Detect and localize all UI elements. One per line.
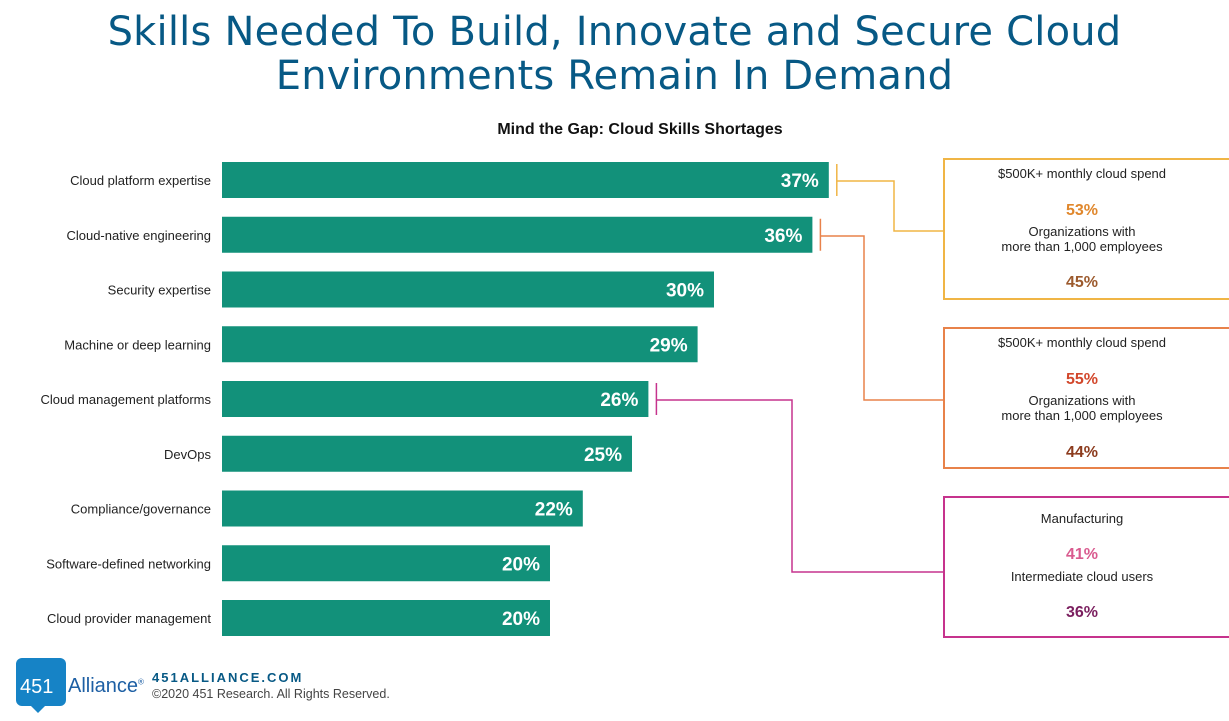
bar-8 [222, 600, 550, 636]
logo-word: Alliance® [68, 675, 144, 698]
callout-box-0 [943, 158, 1229, 300]
bar-0 [222, 162, 829, 198]
category-label-7: Software-defined networking [46, 556, 211, 571]
bar-value-label-2: 30% [666, 281, 704, 302]
category-label-2: Security expertise [108, 283, 211, 298]
callout-heading-0: $500K+ monthly cloud spend [998, 166, 1166, 181]
bar-value-label-8: 20% [502, 609, 540, 630]
callout-value1-1: 55% [1066, 371, 1098, 388]
callout-subheading-line2-1: more than 1,000 employees [1001, 408, 1163, 423]
bar-value-label-6: 22% [535, 500, 573, 521]
callout-subheading-1: Organizations with [1029, 393, 1136, 408]
category-label-0: Cloud platform expertise [70, 173, 211, 188]
category-label-8: Cloud provider management [47, 611, 211, 626]
callout-box-1 [943, 327, 1229, 469]
bar-1 [222, 216, 813, 253]
callout-value1-0: 53% [1066, 202, 1098, 219]
bar-value-label-4: 26% [600, 390, 638, 411]
category-label-6: Compliance/governance [71, 502, 211, 517]
bar-value-label-0: 37% [781, 171, 819, 192]
page-title-line-1: Skills Needed To Build, Innovate and Sec… [107, 9, 1122, 55]
chart-title: Mind the Gap: Cloud Skills Shortages [497, 121, 782, 138]
bar-value-label-5: 25% [584, 445, 622, 466]
callout-box-2 [943, 496, 1229, 638]
callout-connector-0 [836, 180, 944, 232]
category-label-3: Machine or deep learning [64, 337, 211, 352]
callout-subheading-2: Intermediate cloud users [1011, 569, 1154, 584]
logo-number: 451 [20, 676, 54, 698]
callout-value1-2: 41% [1066, 546, 1098, 563]
callout-value2-2: 36% [1066, 604, 1098, 621]
451-alliance-logo: 451 Alliance® [16, 658, 144, 713]
page-title-line-2: Environments Remain In Demand [275, 53, 954, 99]
bar-5 [222, 435, 632, 472]
logo-word-text: Alliance [68, 675, 139, 697]
bar-6 [222, 490, 583, 527]
bar-value-label-7: 20% [502, 554, 540, 575]
callout-value2-1: 44% [1066, 444, 1098, 461]
callout-subheading-line2-0: more than 1,000 employees [1001, 239, 1163, 254]
callout-subheading-0: Organizations with [1029, 224, 1136, 239]
bar-value-label-3: 29% [650, 335, 688, 356]
bar-value-label-1: 36% [764, 226, 802, 247]
bar-2 [222, 271, 714, 308]
category-label-4: Cloud management platforms [40, 392, 211, 407]
callout-connector-1 [820, 235, 944, 401]
category-label-1: Cloud-native engineering [66, 228, 211, 243]
bar-7 [222, 545, 550, 582]
footer-copyright: ©2020 451 Research. All Rights Reserved. [152, 687, 390, 701]
callout-connector-2 [656, 399, 944, 573]
callout-value2-0: 45% [1066, 274, 1098, 291]
bar-4 [222, 381, 649, 417]
logo-registered-mark: ® [138, 677, 144, 687]
logo-badge-icon: 451 [16, 658, 66, 713]
page-title: Skills Needed To Build, Innovate and Sec… [0, 10, 1229, 98]
footer-website[interactable]: 451ALLIANCE.COM [152, 670, 304, 685]
category-label-5: DevOps [164, 447, 211, 462]
bar-3 [222, 326, 698, 363]
callout-heading-1: $500K+ monthly cloud spend [998, 335, 1166, 350]
callout-heading-2: Manufacturing [1041, 511, 1123, 526]
